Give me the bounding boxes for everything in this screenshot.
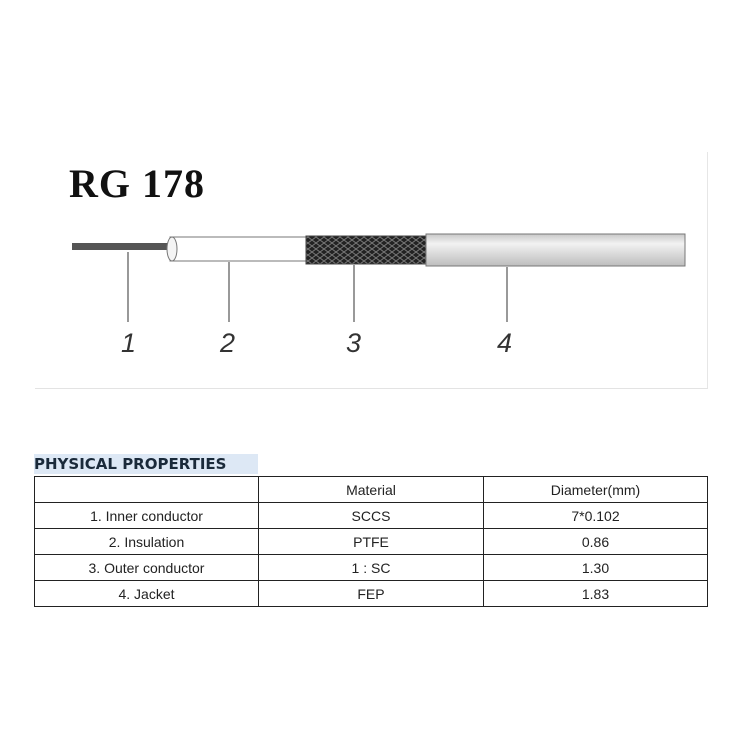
cell: PTFE xyxy=(258,528,484,555)
table-row: 3. Outer conductor 1 : SC 1.30 xyxy=(34,554,708,581)
insulation xyxy=(169,236,309,262)
cell: 1 : SC xyxy=(258,554,484,581)
callout-3: 3 xyxy=(346,328,362,358)
cell: 7*0.102 xyxy=(483,502,708,529)
table-row: 1. Inner conductor SCCS 7*0.102 xyxy=(34,502,708,529)
outer-conductor-braid xyxy=(305,235,429,265)
cell: 4. Jacket xyxy=(34,580,259,607)
table-row: 2. Insulation PTFE 0.86 xyxy=(34,528,708,555)
properties-table: Material Diameter(mm) 1. Inner conductor S… xyxy=(34,476,708,607)
cell: 1. Inner conductor xyxy=(34,502,259,529)
table-header-row: Material Diameter(mm) xyxy=(34,476,708,503)
cell: 1.83 xyxy=(483,580,708,607)
jacket xyxy=(425,233,686,267)
cell: 3. Outer conductor xyxy=(34,554,259,581)
callout-1: 1 xyxy=(121,328,137,358)
cell: 0.86 xyxy=(483,528,708,555)
cell: 2. Insulation xyxy=(34,528,259,555)
diagram-panel xyxy=(35,152,708,389)
cell: SCCS xyxy=(258,502,484,529)
callout-2: 2 xyxy=(220,328,236,358)
table-row: 4. Jacket FEP 1.83 xyxy=(34,580,708,607)
cable-illustration xyxy=(72,233,686,322)
header-cell: Diameter(mm) xyxy=(483,476,708,503)
inner-conductor xyxy=(72,243,172,250)
callout-4: 4 xyxy=(497,328,513,358)
cell: 1.30 xyxy=(483,554,708,581)
header-cell: Material xyxy=(258,476,484,503)
cable-title: RG 178 xyxy=(69,161,205,206)
header-cell xyxy=(34,476,259,503)
cell: FEP xyxy=(258,580,484,607)
section-title: PHYSICAL PROPERTIES xyxy=(34,454,258,474)
